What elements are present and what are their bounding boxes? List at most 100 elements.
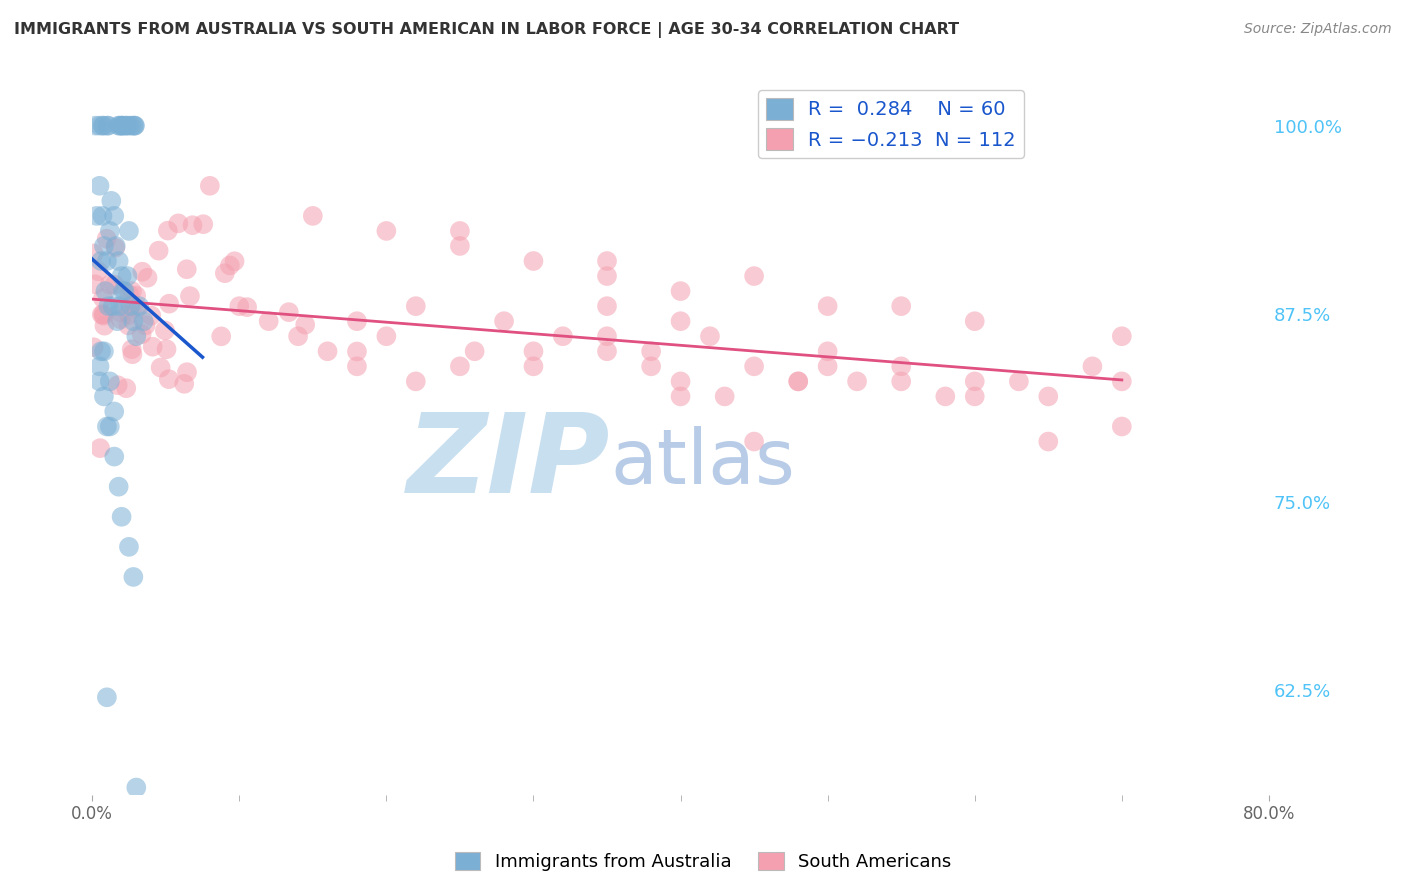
Point (118, 308, 141, 322)
Point (142, 340, 165, 354)
Point (1081, 359, 1104, 374)
Point (193, 217, 215, 231)
Point (89, 119, 111, 133)
Point (890, 299, 912, 313)
Point (125, 301, 148, 316)
Text: IMMIGRANTS FROM AUSTRALIA VS SOUTH AMERICAN IN LABOR FORCE | AGE 30-34 CORRELATI: IMMIGRANTS FROM AUSTRALIA VS SOUTH AMERI… (14, 22, 959, 38)
Point (179, 289, 201, 303)
Point (107, 480, 129, 494)
Point (128, 299, 150, 313)
Point (120, 119, 142, 133)
Point (449, 224, 471, 238)
Point (1111, 419, 1133, 434)
Point (464, 344, 486, 359)
Point (112, 284, 135, 298)
Text: atlas: atlas (610, 425, 794, 500)
Point (135, 318, 157, 333)
Point (405, 375, 427, 389)
Point (787, 375, 810, 389)
Point (89, 178, 111, 193)
Point (96, 232, 118, 246)
Point (214, 266, 236, 280)
Point (640, 344, 662, 359)
Point (115, 381, 138, 395)
Point (669, 284, 692, 298)
Point (91, 119, 114, 133)
Point (89, 359, 111, 374)
Point (97, 299, 120, 313)
Point (110, 268, 132, 283)
Point (669, 314, 692, 328)
Point (449, 359, 471, 374)
Point (963, 389, 986, 403)
Point (111, 119, 134, 133)
Point (96, 419, 118, 434)
Point (699, 329, 721, 343)
Point (114, 284, 136, 298)
Point (596, 329, 619, 343)
Point (93, 119, 115, 133)
Point (89, 375, 111, 389)
Point (103, 404, 125, 418)
Point (176, 365, 198, 379)
Point (198, 178, 221, 193)
Point (125, 288, 148, 302)
Point (492, 314, 515, 328)
Point (98, 277, 121, 292)
Point (100, 194, 122, 208)
Point (1111, 375, 1133, 389)
Point (817, 359, 839, 374)
Point (181, 218, 204, 232)
Point (96, 690, 118, 705)
Point (107, 378, 129, 392)
Point (91, 209, 114, 223)
Point (117, 268, 139, 283)
Point (963, 375, 986, 389)
Point (125, 329, 148, 343)
Point (122, 299, 145, 313)
Point (551, 329, 574, 343)
Point (104, 241, 127, 255)
Legend: R =  0.284    N = 60, R = −0.213  N = 112: R = 0.284 N = 60, R = −0.213 N = 112 (758, 90, 1024, 158)
Point (257, 314, 280, 328)
Point (148, 244, 170, 258)
Point (115, 119, 138, 133)
Point (375, 329, 398, 343)
Point (1038, 389, 1060, 403)
Point (121, 347, 143, 361)
Point (742, 359, 765, 374)
Point (1008, 375, 1031, 389)
Point (83, 340, 105, 354)
Point (84, 277, 107, 292)
Point (84, 119, 107, 133)
Point (93, 389, 115, 403)
Point (236, 300, 259, 314)
Point (91, 291, 114, 305)
Point (118, 540, 141, 554)
Point (228, 299, 250, 313)
Point (742, 268, 765, 283)
Point (93, 239, 115, 253)
Point (219, 259, 242, 273)
Point (596, 268, 619, 283)
Point (108, 305, 131, 319)
Point (83, 246, 105, 260)
Point (108, 299, 131, 313)
Point (157, 372, 180, 386)
Point (93, 309, 115, 323)
Point (156, 224, 179, 238)
Point (176, 262, 198, 277)
Text: Source: ZipAtlas.com: Source: ZipAtlas.com (1244, 22, 1392, 37)
Point (713, 389, 735, 403)
Point (153, 323, 176, 337)
Point (963, 314, 986, 328)
Point (96, 254, 118, 268)
Point (111, 119, 134, 133)
Point (125, 780, 148, 795)
Point (90, 308, 112, 322)
Point (104, 239, 127, 253)
Point (742, 434, 765, 449)
Point (890, 359, 912, 374)
Point (122, 570, 145, 584)
Point (107, 254, 129, 268)
